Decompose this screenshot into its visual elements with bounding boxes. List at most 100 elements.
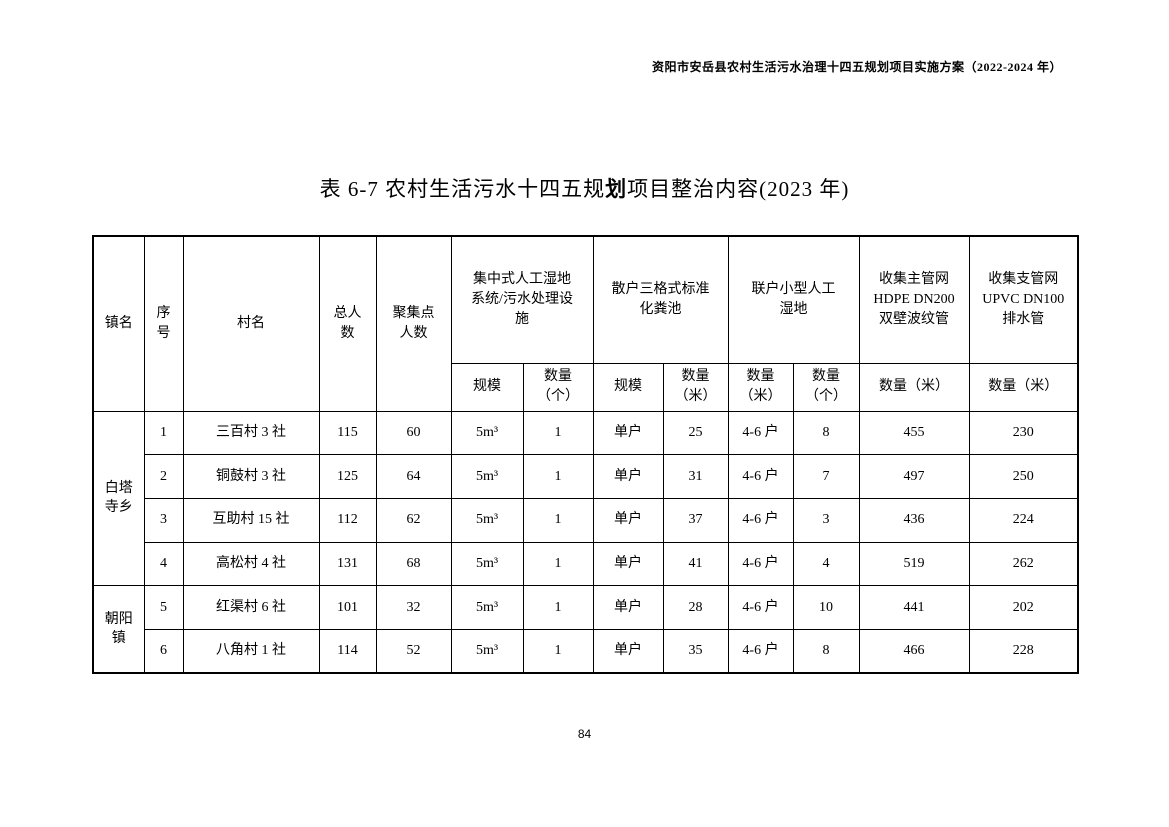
- header-row-main: 镇名 序 号 村名 总人 数 聚集点 人数 集中式人工湿地 系统/污水处理设 施…: [92, 235, 1079, 412]
- cell-joint-qty-unit: 7: [792, 454, 860, 499]
- cell-main-pipe-qty: 436: [858, 497, 970, 543]
- col-header-total-pop: 总人 数: [318, 235, 377, 412]
- document-header: 资阳市安岳县农村生活污水治理十四五规划项目实施方案（2022-2024 年）: [652, 60, 1062, 74]
- subheader-branch-pipe-qty: 数量（米）: [968, 362, 1079, 412]
- cell-joint-qty-m: 4-6 户: [727, 628, 794, 674]
- cell-branch-pipe-qty: 230: [968, 410, 1079, 456]
- subheader-centralized-qty: 数量 （个）: [522, 362, 594, 412]
- cell-cluster-pop: 32: [375, 585, 452, 630]
- cell-total-pop: 101: [318, 585, 377, 630]
- cell-seq: 6: [143, 628, 184, 674]
- table-row: 6 八角村 1 社 114 52 5m³ 1 单户 35 4-6 户 8 466…: [93, 628, 1079, 674]
- subheader-joint-qty-m: 数量 （米）: [727, 362, 794, 412]
- cell-household-qty: 28: [662, 585, 729, 630]
- cell-seq: 2: [143, 454, 184, 499]
- col-header-town: 镇名: [92, 235, 145, 412]
- cell-branch-pipe-qty: 228: [968, 628, 1079, 674]
- subheader-centralized-scale: 规模: [450, 362, 524, 412]
- table-title-prefix: 表 6-7 农村生活污水十四五规: [319, 177, 606, 201]
- table-row: 朝阳 镇 5 红渠村 6 社 101 32 5m³ 1 单户 28 4-6 户 …: [92, 585, 1079, 674]
- cell-village: 三百村 3 社: [182, 410, 320, 456]
- cell-centralized-qty: 1: [522, 541, 594, 587]
- cell-household-scale: 单户: [592, 628, 664, 674]
- col-header-village: 村名: [182, 235, 320, 412]
- cell-joint-qty-m: 4-6 户: [727, 497, 794, 543]
- cell-centralized-scale: 5m³: [450, 454, 524, 499]
- table-row: 4 高松村 4 社 131 68 5m³ 1 单户 41 4-6 户 4 519…: [93, 541, 1079, 587]
- cell-centralized-qty: 1: [522, 497, 594, 543]
- cell-cluster-pop: 68: [375, 541, 452, 587]
- subheader-main-pipe-qty: 数量（米）: [858, 362, 970, 412]
- cell-village: 高松村 4 社: [182, 541, 320, 587]
- cell-cluster-pop: 62: [375, 497, 452, 543]
- cell-centralized-scale: 5m³: [450, 628, 524, 674]
- cell-centralized-scale: 5m³: [450, 541, 524, 587]
- col-header-seq: 序 号: [143, 235, 184, 412]
- col-header-main-pipe: 收集主管网 HDPE DN200 双壁波纹管: [858, 235, 970, 364]
- cell-village: 铜鼓村 3 社: [182, 454, 320, 499]
- subheader-joint-qty-unit: 数量 （个）: [792, 362, 860, 412]
- cell-joint-qty-unit: 10: [792, 585, 860, 630]
- cell-main-pipe-qty: 455: [858, 410, 970, 456]
- cell-total-pop: 131: [318, 541, 377, 587]
- cell-household-scale: 单户: [592, 585, 664, 630]
- cell-seq: 3: [143, 497, 184, 543]
- cell-village: 互助村 15 社: [182, 497, 320, 543]
- cell-centralized-qty: 1: [522, 410, 594, 456]
- cell-total-pop: 125: [318, 454, 377, 499]
- cell-branch-pipe-qty: 202: [968, 585, 1079, 630]
- cell-total-pop: 114: [318, 628, 377, 674]
- cell-total-pop: 115: [318, 410, 377, 456]
- cell-joint-qty-unit: 4: [792, 541, 860, 587]
- cell-joint-qty-m: 4-6 户: [727, 454, 794, 499]
- cell-household-scale: 单户: [592, 497, 664, 543]
- cell-village: 八角村 1 社: [182, 628, 320, 674]
- cell-joint-qty-unit: 3: [792, 497, 860, 543]
- cell-main-pipe-qty: 441: [858, 585, 970, 630]
- cell-main-pipe-qty: 519: [858, 541, 970, 587]
- header-row-sub: 规模 数量 （个） 规模 数量 （米） 数量 （米） 数量 （个） 数量（米） …: [93, 362, 1079, 412]
- col-header-household-tank: 散户三格式标准 化粪池: [592, 235, 729, 364]
- subheader-household-qty: 数量 （米）: [662, 362, 729, 412]
- col-header-centralized-wetland: 集中式人工湿地 系统/污水处理设 施: [450, 235, 594, 364]
- cell-household-qty: 41: [662, 541, 729, 587]
- cell-household-qty: 37: [662, 497, 729, 543]
- cell-total-pop: 112: [318, 497, 377, 543]
- cell-household-qty: 25: [662, 410, 729, 456]
- cell-centralized-qty: 1: [522, 585, 594, 630]
- cell-cluster-pop: 60: [375, 410, 452, 456]
- cell-village: 红渠村 6 社: [182, 585, 320, 630]
- cell-main-pipe-qty: 466: [858, 628, 970, 674]
- cell-main-pipe-qty: 497: [858, 454, 970, 499]
- table-row: 白塔 寺乡 1 三百村 3 社 115 60 5m³ 1 单户 25 4-6 户…: [92, 410, 1079, 587]
- cell-seq: 4: [143, 541, 184, 587]
- cell-town-chaoyang: 朝阳 镇: [92, 585, 145, 674]
- cell-seq: 1: [143, 410, 184, 456]
- cell-household-scale: 单户: [592, 410, 664, 456]
- cell-household-scale: 单户: [592, 454, 664, 499]
- cell-joint-qty-m: 4-6 户: [727, 585, 794, 630]
- table-row: 3 互助村 15 社 112 62 5m³ 1 单户 37 4-6 户 3 43…: [93, 497, 1079, 543]
- cell-joint-qty-unit: 8: [792, 410, 860, 456]
- col-header-cluster-pop: 聚集点 人数: [375, 235, 452, 412]
- cell-household-scale: 单户: [592, 541, 664, 587]
- cell-branch-pipe-qty: 224: [968, 497, 1079, 543]
- cell-cluster-pop: 52: [375, 628, 452, 674]
- cell-centralized-scale: 5m³: [450, 410, 524, 456]
- cell-household-qty: 35: [662, 628, 729, 674]
- col-header-joint-wetland: 联户小型人工 湿地: [727, 235, 860, 364]
- cell-joint-qty-unit: 8: [792, 628, 860, 674]
- project-table: 镇名 序 号 村名 总人 数 聚集点 人数 集中式人工湿地 系统/污水处理设 施…: [92, 235, 1080, 675]
- cell-centralized-scale: 5m³: [450, 497, 524, 543]
- subheader-household-scale: 规模: [592, 362, 664, 412]
- cell-centralized-qty: 1: [522, 454, 594, 499]
- cell-joint-qty-m: 4-6 户: [727, 410, 794, 456]
- table-row: 2 铜鼓村 3 社 125 64 5m³ 1 单户 31 4-6 户 7 497…: [93, 454, 1079, 499]
- cell-branch-pipe-qty: 250: [968, 454, 1079, 499]
- table-title: 表 6-7 农村生活污水十四五规划项目整治内容(2023 年): [0, 173, 1169, 203]
- page-number: 84: [577, 727, 592, 741]
- col-header-branch-pipe: 收集支管网 UPVC DN100 排水管: [968, 235, 1079, 364]
- table-title-suffix: 项目整治内容(2023 年): [627, 177, 850, 201]
- cell-seq: 5: [143, 585, 184, 630]
